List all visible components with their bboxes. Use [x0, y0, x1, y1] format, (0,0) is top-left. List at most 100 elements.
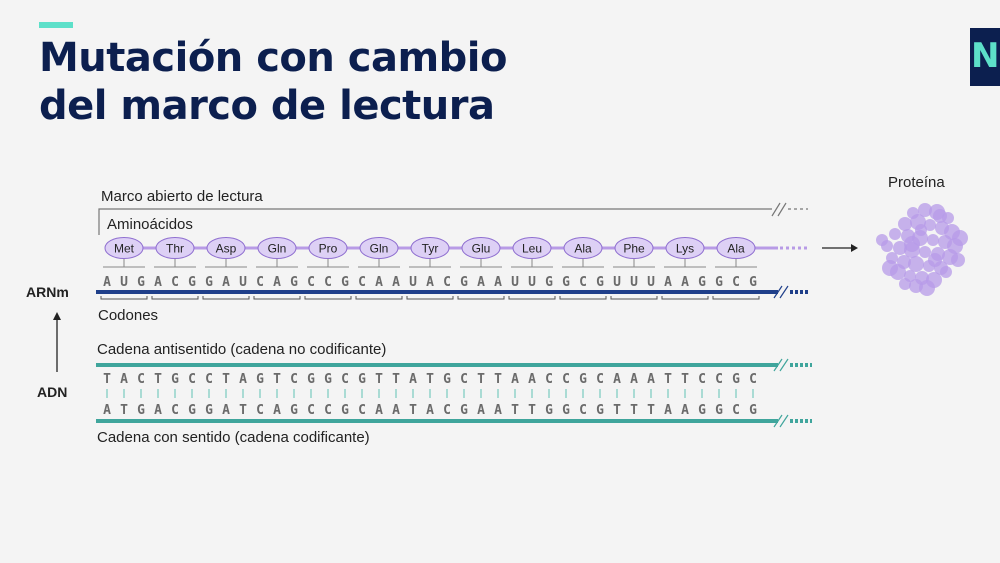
- antisense-base: C: [188, 372, 196, 387]
- antisense-base: T: [494, 372, 502, 387]
- sense-base: C: [443, 403, 451, 418]
- protein-bead: [904, 236, 920, 252]
- mrna-base: A: [494, 275, 502, 290]
- codon-bracket: [100, 296, 148, 300]
- amino-acids-label: Aminoácidos: [107, 216, 193, 233]
- sense-base: C: [732, 403, 740, 418]
- title-line-2: del marco de lectura: [39, 83, 495, 129]
- mrna-base: U: [511, 275, 519, 290]
- antisense-base: G: [358, 372, 366, 387]
- protein-bead: [919, 246, 931, 258]
- sense-base: G: [749, 403, 757, 418]
- amino-acid-bead: [206, 237, 246, 259]
- antisense-base: C: [137, 372, 145, 387]
- antisense-base: T: [222, 372, 230, 387]
- sense-label: Cadena con sentido (cadena codificante): [97, 429, 370, 446]
- sense-base: A: [273, 403, 281, 418]
- mrna-base: U: [613, 275, 621, 290]
- amino-acid-label: Ala: [574, 242, 592, 256]
- protein-illustration: [876, 203, 968, 296]
- protein-arrow-head: [851, 244, 858, 252]
- amino-acid-label: Ala: [727, 242, 745, 256]
- antisense-base: G: [307, 372, 315, 387]
- amino-acid-label: Asp: [216, 242, 237, 256]
- protein-bead: [898, 217, 912, 231]
- sense-base: T: [409, 403, 417, 418]
- antisense-base: T: [681, 372, 689, 387]
- mrna-base: C: [443, 275, 451, 290]
- antisense-base: G: [171, 372, 179, 387]
- amino-acid-bead: [308, 237, 348, 259]
- codon-brackets: [100, 296, 760, 300]
- codon-bracket: [202, 296, 250, 300]
- sense-base: G: [562, 403, 570, 418]
- antisense-base: T: [273, 372, 281, 387]
- page-title: Mutación con cambio del marco de lectura: [39, 34, 508, 130]
- sense-base: C: [579, 403, 587, 418]
- codon-bracket: [610, 296, 658, 300]
- dna-label: ADN: [37, 384, 67, 400]
- protein-bead: [924, 219, 936, 231]
- protein-bead: [933, 209, 947, 223]
- sense-break-marker: [773, 414, 789, 428]
- antisense-break-marker: [773, 358, 789, 372]
- protein-bead: [908, 256, 924, 272]
- orf-bracket: [98, 208, 772, 235]
- mrna-base: G: [698, 275, 706, 290]
- amino-acid-bead: [410, 237, 450, 259]
- antisense-base: A: [613, 372, 621, 387]
- mrna-base: C: [358, 275, 366, 290]
- mrna-base: C: [579, 275, 587, 290]
- antisense-base: C: [715, 372, 723, 387]
- protein-bead: [899, 278, 911, 290]
- mrna-base: A: [154, 275, 162, 290]
- mrna-label: ARNm: [26, 284, 69, 300]
- sense-base: G: [137, 403, 145, 418]
- amino-acid-chain: Met Thr Asp Gln Pro Gln Tyr Glu Leu Ala Phe Lys Ala: [103, 237, 757, 268]
- sense-base: C: [307, 403, 315, 418]
- title-accent-bar: [39, 22, 73, 28]
- codon-bracket: [151, 296, 199, 300]
- antisense-base: G: [579, 372, 587, 387]
- sense-base: A: [154, 403, 162, 418]
- codon-bracket: [508, 296, 556, 300]
- antisense-base: A: [630, 372, 638, 387]
- sense-base: A: [664, 403, 672, 418]
- mrna-base: C: [307, 275, 315, 290]
- antisense-base: A: [120, 372, 128, 387]
- antisense-base: G: [443, 372, 451, 387]
- mrna-base: U: [647, 275, 655, 290]
- amino-acid-label: Leu: [522, 242, 542, 256]
- codon-bracket: [253, 296, 301, 300]
- antisense-base: T: [375, 372, 383, 387]
- mrna-base: G: [137, 275, 145, 290]
- amino-acid-bead: [257, 237, 297, 259]
- protein-bead: [928, 253, 942, 267]
- sense-base: G: [715, 403, 723, 418]
- mrna-base: A: [103, 275, 111, 290]
- sense-base: A: [392, 403, 400, 418]
- amino-acid-bead: [512, 237, 552, 259]
- mrna-base: G: [749, 275, 757, 290]
- sense-base: G: [698, 403, 706, 418]
- antisense-base: G: [732, 372, 740, 387]
- base-pair-ticks: [106, 389, 754, 398]
- antisense-base: C: [341, 372, 349, 387]
- antisense-base: C: [545, 372, 553, 387]
- sense-base: T: [613, 403, 621, 418]
- mrna-base: G: [562, 275, 570, 290]
- mrna-base: U: [409, 275, 417, 290]
- mrna-base: C: [171, 275, 179, 290]
- antisense-base: T: [103, 372, 111, 387]
- antisense-base: C: [562, 372, 570, 387]
- antisense-base: T: [477, 372, 485, 387]
- amino-acid-label: Lys: [676, 242, 694, 256]
- antisense-base: C: [290, 372, 298, 387]
- mrna-base: G: [715, 275, 723, 290]
- protein-bead: [876, 234, 888, 246]
- mrna-base: A: [222, 275, 230, 290]
- codons-label: Codones: [98, 307, 158, 324]
- mrna-base: G: [596, 275, 604, 290]
- sense-base: A: [681, 403, 689, 418]
- antisense-base: C: [749, 372, 757, 387]
